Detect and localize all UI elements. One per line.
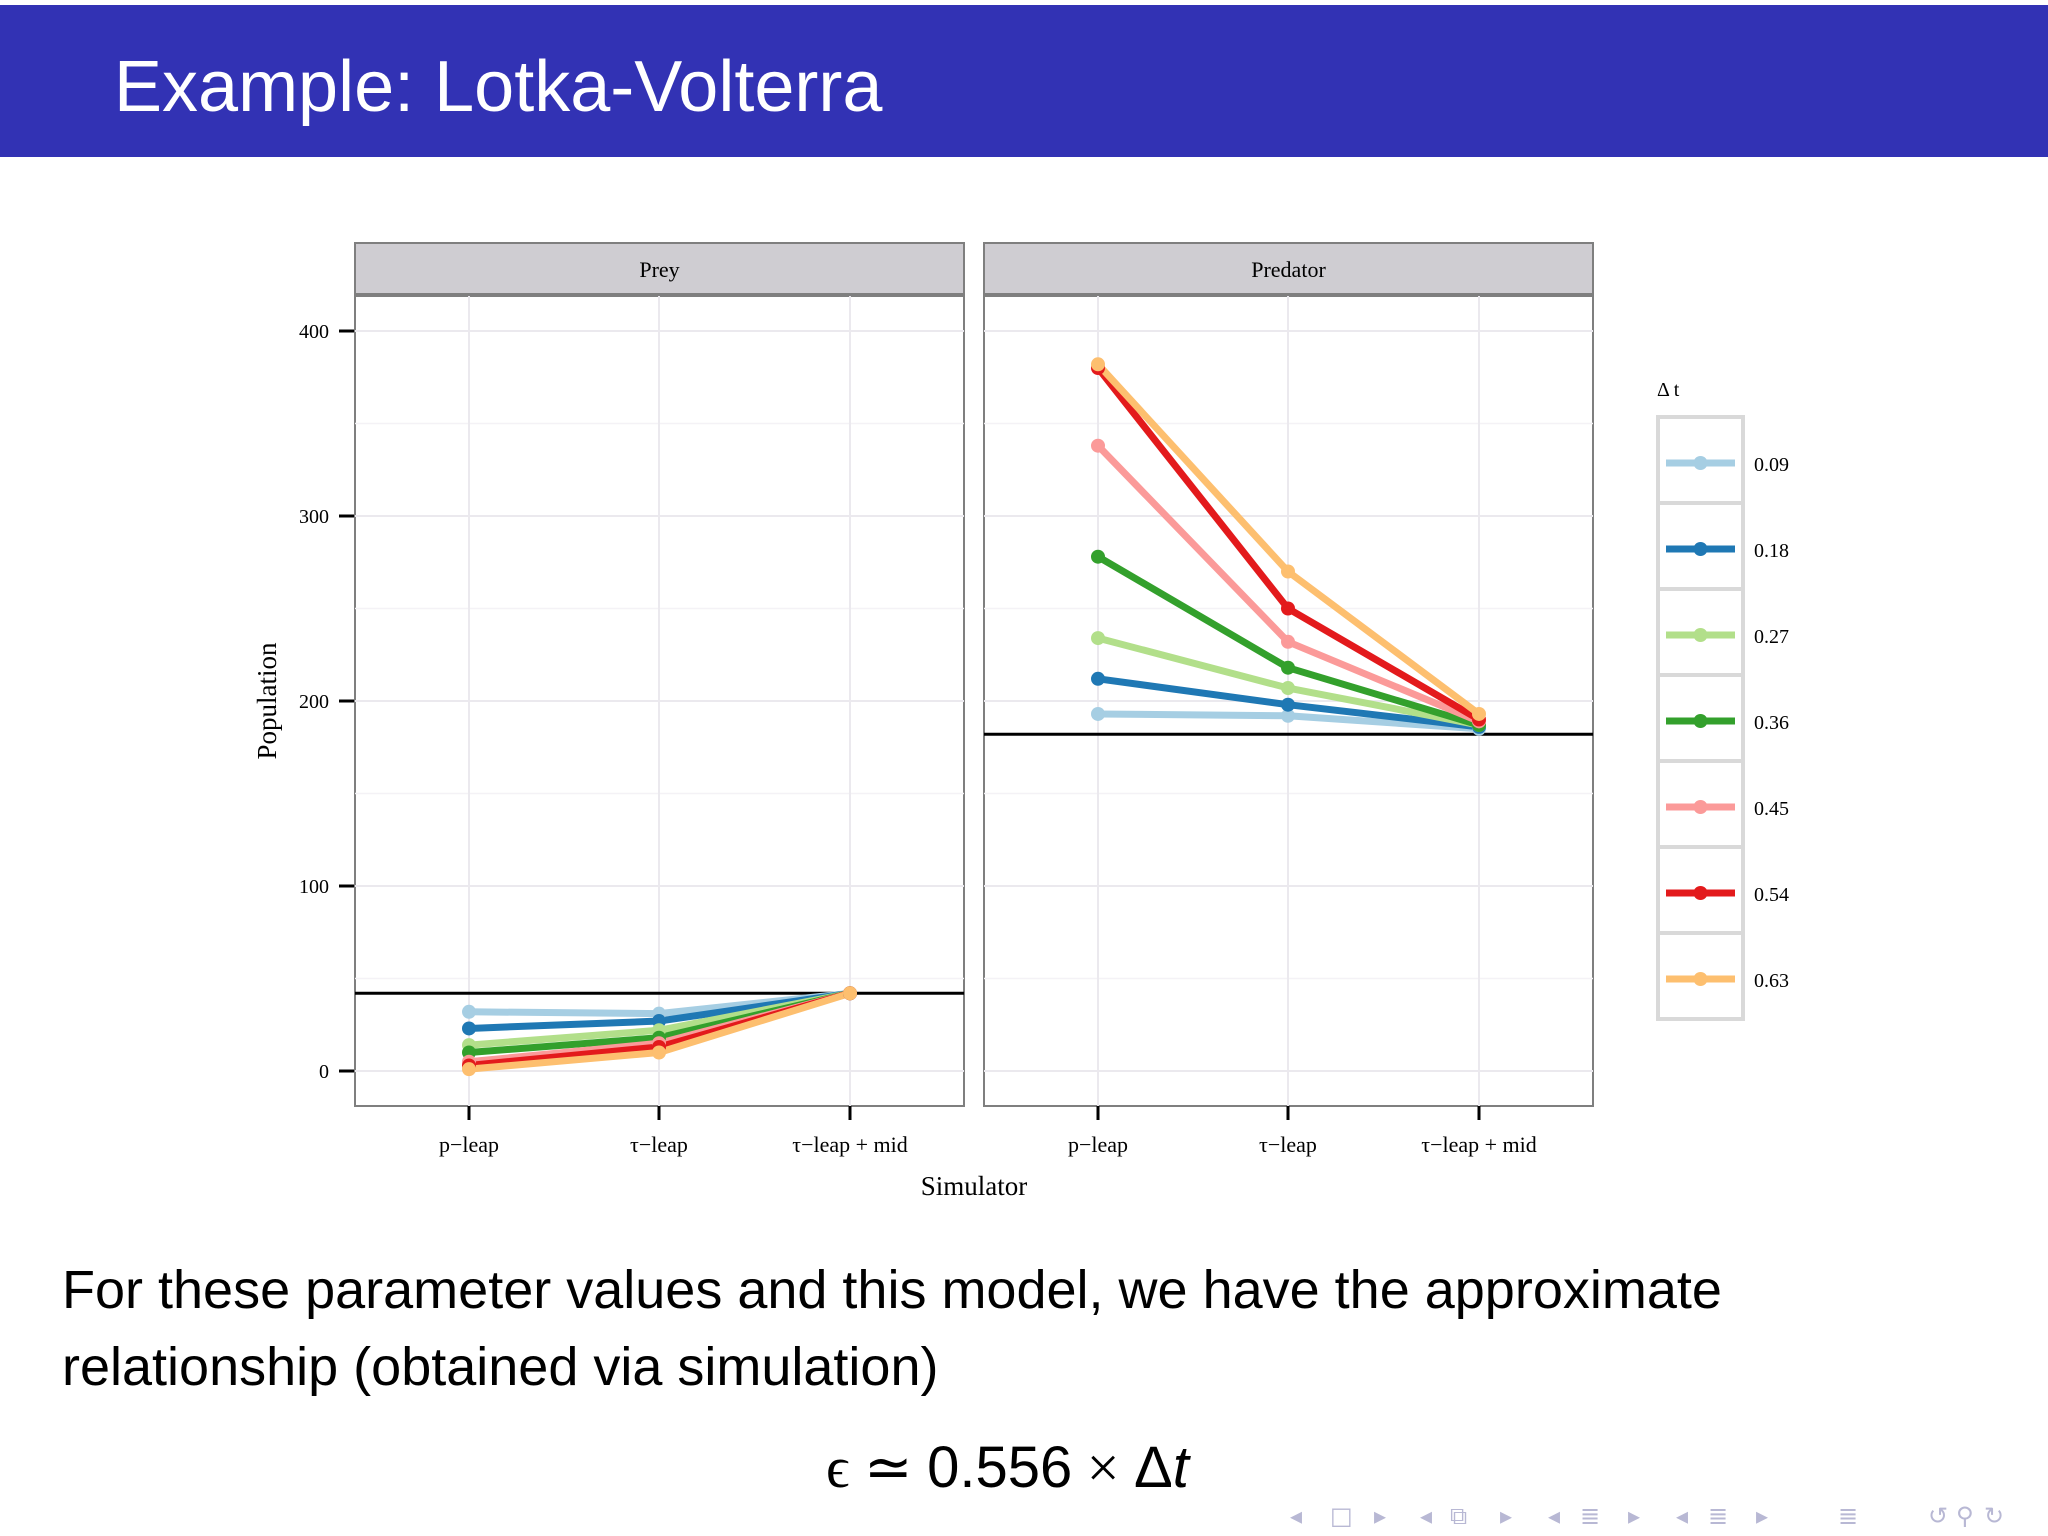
nav-right-arrow-icon[interactable]: ▸ — [1500, 1502, 1513, 1530]
formula: ϵ ≃ 0.556 × Δt — [826, 1433, 1189, 1501]
legend-key-point — [1693, 800, 1708, 814]
facet-strip — [354, 242, 965, 295]
legend-key-point — [1693, 886, 1708, 900]
coefficient: 0.556 — [927, 1435, 1073, 1500]
legend-label: 0.45 — [1754, 798, 1789, 820]
frames-icon[interactable]: ⧉ — [1450, 1502, 1468, 1530]
y-tick-label: 400 — [299, 321, 329, 343]
data-point — [1281, 601, 1295, 616]
legend-label: 0.54 — [1754, 884, 1789, 906]
nav-right-arrow-icon[interactable]: ▸ — [1628, 1502, 1641, 1530]
forward-icon[interactable]: ↻ — [1984, 1502, 2005, 1530]
legend-label: 0.63 — [1754, 970, 1789, 992]
data-point — [1281, 681, 1295, 696]
data-point — [1091, 706, 1105, 721]
x-axis-title: Simulator — [921, 1171, 1028, 1201]
x-tick-label: τ−leap — [630, 1132, 688, 1157]
legend-label: 0.27 — [1754, 626, 1789, 648]
legend-key-point — [1693, 714, 1708, 728]
slide-body-text: For these parameter values and this mode… — [62, 1260, 1722, 1397]
y-tick-label: 300 — [299, 506, 329, 528]
facet-strip — [983, 242, 1594, 295]
legend-label: 0.18 — [1754, 540, 1789, 562]
x-tick-label: p−leap — [1068, 1132, 1128, 1157]
nav-left-arrow-icon[interactable]: ◂ — [1676, 1502, 1689, 1530]
data-point — [1091, 438, 1105, 453]
data-point — [652, 1045, 666, 1060]
toc-icon[interactable]: ≣ — [1838, 1502, 1859, 1530]
t-variable: t — [1172, 1435, 1189, 1500]
frame-icon[interactable]: □ — [1330, 1502, 1353, 1530]
legend-key-point — [1693, 972, 1708, 986]
nav-left-arrow-icon[interactable]: ◂ — [1548, 1502, 1561, 1530]
nav-left-arrow-icon[interactable]: ◂ — [1420, 1502, 1433, 1530]
back-icon[interactable]: ↺ — [1928, 1502, 1949, 1530]
title-bar: Example: Lotka-Volterra — [0, 5, 2048, 157]
beamer-navigation-bar: ◂ □ ▸ ◂ ⧉ ▸ ◂ ≣ ▸ ◂ ≣ ▸ ≣ ↺ ⚲ ↻ — [1290, 1498, 2030, 1534]
data-point — [462, 1021, 476, 1036]
data-point — [462, 1004, 476, 1019]
y-tick-label: 0 — [319, 1061, 329, 1083]
epsilon-symbol: ϵ — [826, 1435, 850, 1500]
x-tick-label: τ−leap — [1259, 1132, 1317, 1157]
nav-right-arrow-icon[interactable]: ▸ — [1756, 1502, 1769, 1530]
data-point — [1472, 706, 1486, 721]
approx-symbol: ≃ — [863, 1435, 913, 1500]
section-icon[interactable]: ≣ — [1708, 1502, 1729, 1530]
y-tick-label: 100 — [299, 876, 329, 898]
legend-label: 0.09 — [1754, 454, 1789, 476]
data-point — [1091, 631, 1105, 646]
y-tick-label: 200 — [299, 691, 329, 713]
times-symbol: × — [1086, 1435, 1120, 1500]
slide-title: Example: Lotka-Volterra — [114, 47, 883, 127]
data-point — [1281, 708, 1295, 723]
data-point — [1281, 660, 1295, 675]
x-tick-label: τ−leap + mid — [1421, 1132, 1537, 1157]
data-point — [462, 1062, 476, 1077]
data-point — [843, 986, 857, 1001]
data-point — [1091, 671, 1105, 686]
data-point — [1091, 357, 1105, 372]
lotka-volterra-chart: Prey p−leap τ−leap τ−leap + mid Predator p−le… — [252, 242, 1789, 1201]
legend-key-point — [1693, 456, 1708, 470]
data-point — [1281, 634, 1295, 649]
facet-strip-label: Predator — [1251, 257, 1326, 282]
subsection-icon[interactable]: ≣ — [1580, 1502, 1601, 1530]
nav-left-arrow-icon[interactable]: ◂ — [1290, 1502, 1303, 1530]
x-tick-label: p−leap — [439, 1132, 499, 1157]
delta-t: Δt — [1134, 1435, 1189, 1500]
data-point — [1281, 697, 1295, 712]
data-point — [1091, 549, 1105, 564]
legend-key-point — [1693, 542, 1708, 556]
legend-title: Δ t — [1657, 379, 1680, 401]
x-tick-label: τ−leap + mid — [792, 1132, 908, 1157]
legend-key-point — [1693, 628, 1708, 642]
nav-right-arrow-icon[interactable]: ▸ — [1374, 1502, 1387, 1530]
data-point — [1281, 564, 1295, 579]
y-axis-title: Population — [252, 642, 282, 760]
facet-strip-label: Prey — [639, 257, 679, 282]
delta-symbol: Δ — [1133, 1435, 1173, 1500]
search-icon[interactable]: ⚲ — [1956, 1502, 1974, 1530]
legend-label: 0.36 — [1754, 712, 1789, 734]
